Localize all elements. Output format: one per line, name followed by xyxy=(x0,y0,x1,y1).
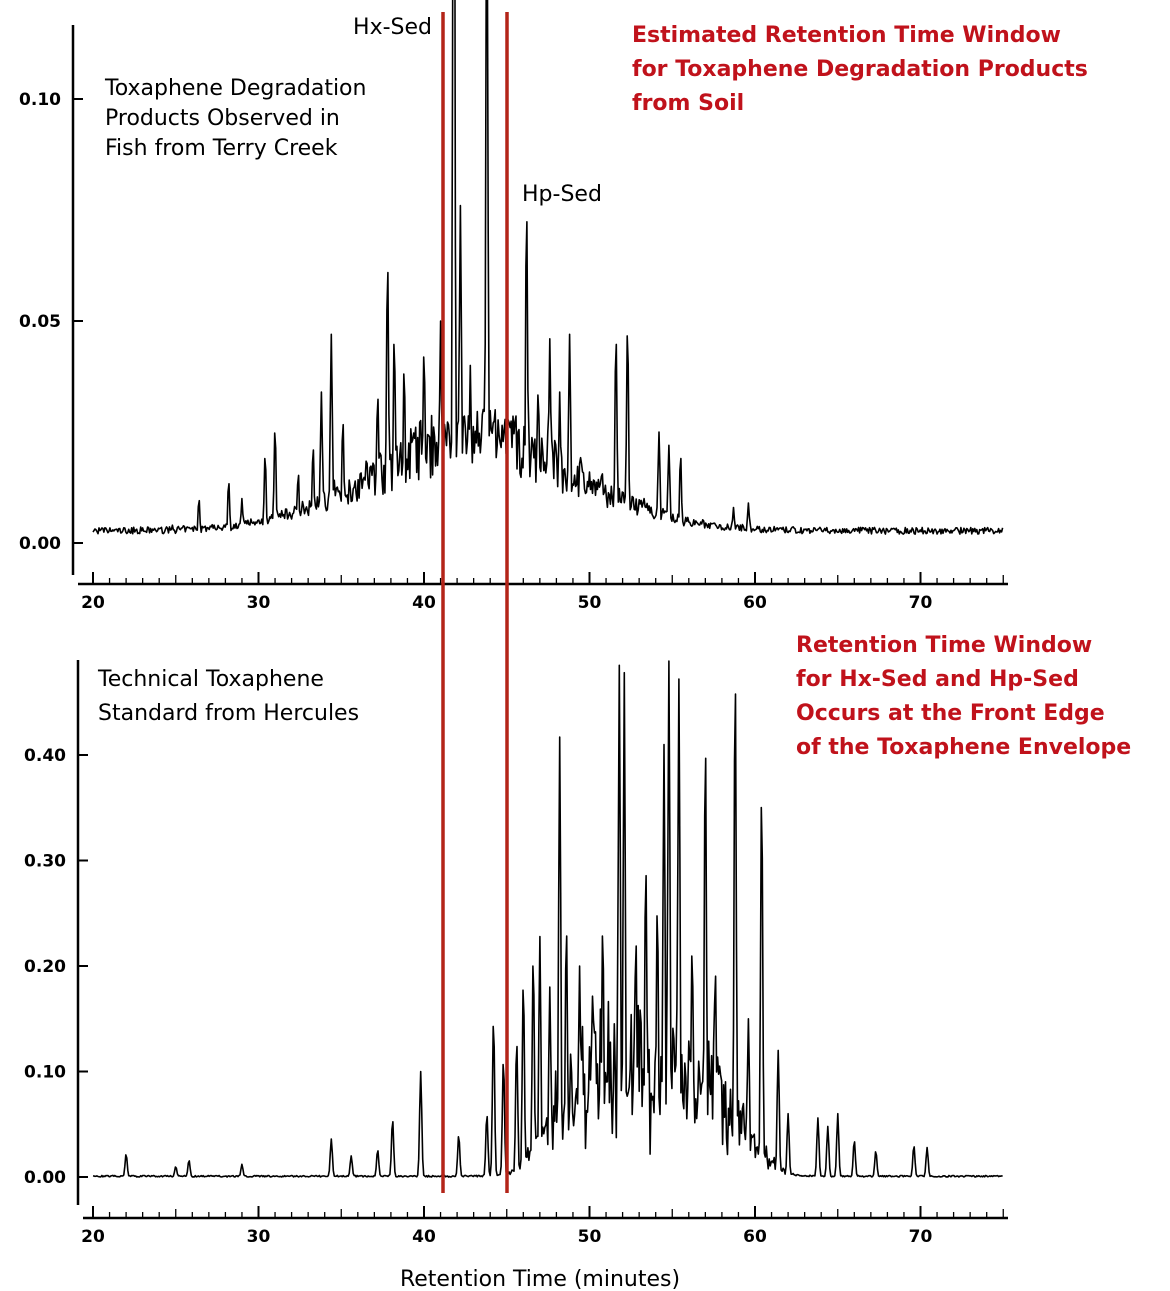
chromatogram-trace xyxy=(92,0,1004,535)
y-tick-label: 0.00 xyxy=(24,1168,66,1188)
x-tick-label: 40 xyxy=(412,1227,436,1247)
x-tick-label: 40 xyxy=(412,593,436,613)
retention-window-label: Estimated Retention Time Window for Toxap… xyxy=(632,23,1088,116)
y-tick-label: 0.40 xyxy=(24,746,66,766)
y-tick-label: 0.20 xyxy=(24,957,66,977)
x-tick-label: 60 xyxy=(743,1227,767,1247)
x-tick-label: 50 xyxy=(578,1227,602,1247)
panel-annotation: Technical Toxaphene Standard from Hercule… xyxy=(97,667,359,726)
lower-chromatogram-panel: 0.00 0.10 0.20 0.30 0.40 20 30 40 50 60 70 Technica… xyxy=(24,633,1131,1247)
chromatogram-trace xyxy=(92,660,1003,1178)
x-tick-label: 30 xyxy=(247,593,271,613)
panel-annotation: Toxaphene Degradation Products Observed i… xyxy=(104,76,366,161)
x-tick-label: 60 xyxy=(743,593,767,613)
y-tick-label: 0.30 xyxy=(24,852,66,872)
y-tick-label: 0.10 xyxy=(24,1063,66,1083)
x-tick-label: 70 xyxy=(909,1227,933,1247)
peak-label: Hx-Sed xyxy=(353,15,432,40)
retention-window-label: Retention Time Window for Hx-Sed and Hp-S… xyxy=(796,633,1131,760)
peak-label: Hp-Sed xyxy=(522,182,602,207)
x-tick-label: 70 xyxy=(909,593,933,613)
x-tick-label: 50 xyxy=(578,593,602,613)
y-tick-label: 0.05 xyxy=(19,312,61,332)
x-axis-label: Retention Time (minutes) xyxy=(400,1267,680,1291)
x-tick-label: 20 xyxy=(81,1227,105,1247)
y-tick-label: 0.10 xyxy=(19,90,61,110)
x-tick-label: 20 xyxy=(81,593,105,613)
y-tick-label: 0.00 xyxy=(19,534,61,554)
x-tick-label: 30 xyxy=(247,1227,271,1247)
retention-window-lines xyxy=(441,12,509,1193)
upper-chromatogram-panel: 0.000.050.100.150.20203040506070Toxaphen… xyxy=(19,0,1088,613)
